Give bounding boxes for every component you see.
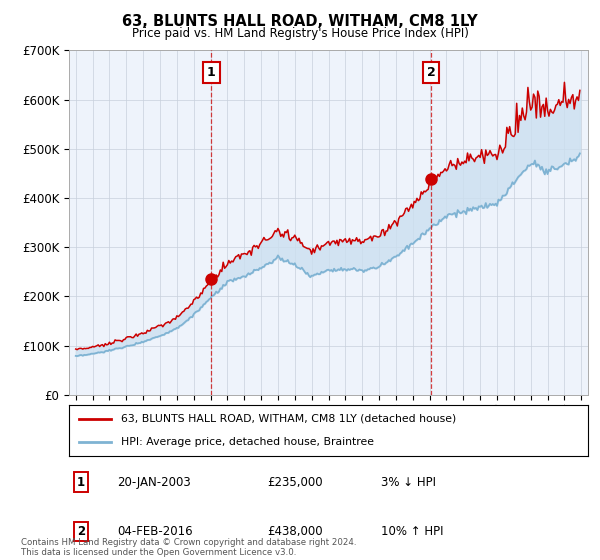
Text: 1: 1 <box>207 66 216 79</box>
Text: 20-JAN-2003: 20-JAN-2003 <box>117 475 191 489</box>
Text: Contains HM Land Registry data © Crown copyright and database right 2024.
This d: Contains HM Land Registry data © Crown c… <box>21 538 356 557</box>
Text: 63, BLUNTS HALL ROAD, WITHAM, CM8 1LY (detached house): 63, BLUNTS HALL ROAD, WITHAM, CM8 1LY (d… <box>121 414 456 424</box>
Text: 3% ↓ HPI: 3% ↓ HPI <box>381 475 436 489</box>
Text: 10% ↑ HPI: 10% ↑ HPI <box>381 525 443 538</box>
Text: 1: 1 <box>77 475 85 489</box>
Text: £235,000: £235,000 <box>267 475 323 489</box>
Text: 63, BLUNTS HALL ROAD, WITHAM, CM8 1LY: 63, BLUNTS HALL ROAD, WITHAM, CM8 1LY <box>122 14 478 29</box>
Text: 2: 2 <box>427 66 436 79</box>
Text: HPI: Average price, detached house, Braintree: HPI: Average price, detached house, Brai… <box>121 437 374 447</box>
Text: 2: 2 <box>77 525 85 538</box>
Text: 04-FEB-2016: 04-FEB-2016 <box>117 525 193 538</box>
Text: Price paid vs. HM Land Registry's House Price Index (HPI): Price paid vs. HM Land Registry's House … <box>131 27 469 40</box>
Text: £438,000: £438,000 <box>267 525 323 538</box>
